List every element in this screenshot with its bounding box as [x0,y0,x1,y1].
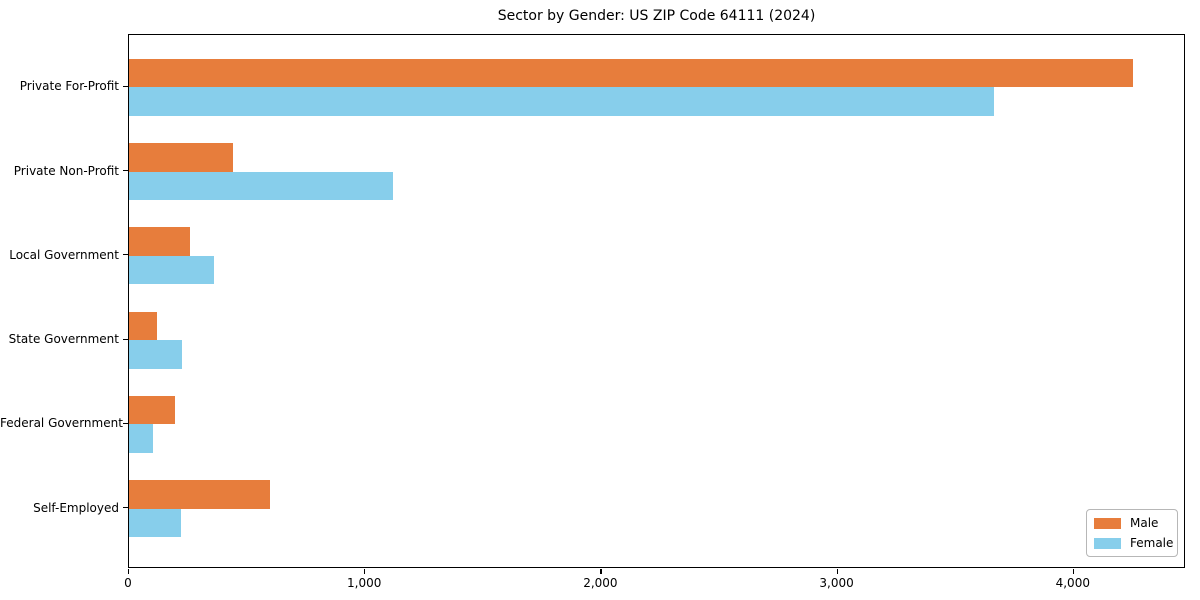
x-tick-mark [836,569,838,574]
y-axis-label-self-employed: Self-Employed [33,500,119,515]
legend-label-male: Male [1130,516,1159,530]
x-tick-mark [128,569,130,574]
x-tick-mark [600,569,602,574]
y-tick-mark [123,254,128,256]
y-axis: Private For-Profit Private Non-Profit Loca… [0,34,123,568]
bar-female-state-government [129,340,183,369]
bar-female-private-non-profit [129,171,394,200]
plot-area [128,34,1185,568]
bar-female-self-employed [129,508,181,538]
bar-female-federal-government [129,424,153,453]
legend-entry-male: Male [1094,516,1169,530]
x-tick-label-4000: 4,000 [1055,576,1090,590]
y-axis-label-federal-government: Federal Government [0,416,123,431]
male-color-swatch [1094,517,1121,529]
x-tick-mark [364,569,366,574]
bar-male-state-government [129,311,158,341]
bar-female-private-for-profit [129,87,995,116]
x-tick-label-3000: 3,000 [819,576,854,590]
y-tick-mark [123,338,128,340]
y-tick-mark [123,85,128,87]
x-tick-mark [1072,569,1074,574]
y-tick-mark [123,169,128,172]
bar-male-self-employed [129,480,271,509]
y-axis-label-private-non-profit: Private Non-Profit [13,163,119,178]
y-axis-label-private-for-profit: Private For-Profit [19,79,119,94]
legend-entry-female: Female [1094,536,1173,550]
bar-male-federal-government [129,395,175,425]
female-color-swatch [1094,537,1121,549]
x-tick-label-0: 0 [124,576,132,590]
bar-female-local-government [129,255,214,285]
legend: Male Female [1086,509,1178,557]
x-tick-label-2000: 2,000 [583,576,618,590]
bar-male-local-government [129,227,191,256]
x-axis: 0 1,000 2,000 3,000 4,000 [124,568,1185,598]
x-tick-label-1000: 1,000 [347,576,382,590]
y-tick-mark [123,422,128,424]
bar-male-private-non-profit [129,143,233,172]
y-axis-label-state-government: State Government [8,332,119,347]
y-axis-label-local-government: Local Government [9,247,119,262]
legend-label-female: Female [1130,536,1174,550]
y-tick-mark [123,507,128,509]
chart-title: Sector by Gender: US ZIP Code 64111 (202… [497,8,816,24]
bar-male-private-for-profit [129,58,1134,88]
